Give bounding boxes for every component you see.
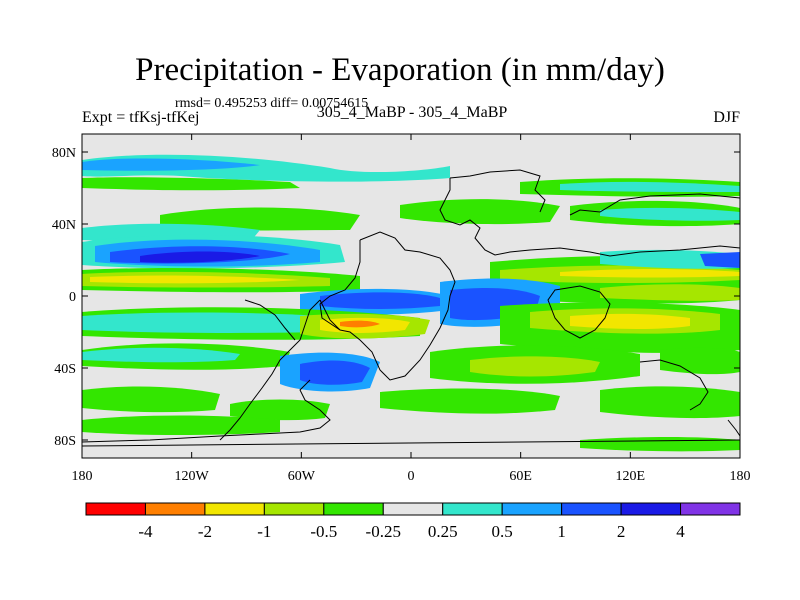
season-label: DJF (713, 109, 740, 126)
colorbar-label: -2 (198, 522, 212, 541)
colorbar-swatch (680, 502, 741, 516)
colorbar-swatch (561, 502, 622, 516)
experiment-label: Expt = tfKsj-tfKej (82, 109, 200, 126)
x-tick-label: 120W (175, 469, 210, 484)
x-tick-label: 180 (72, 469, 93, 484)
colorbar-swatch (144, 502, 206, 516)
colorbar-swatch (442, 502, 503, 516)
chart-title: Precipitation - Evaporation (in mm/day) (135, 52, 665, 88)
colorbar-label: 0.25 (428, 522, 458, 541)
colorbar-swatch (620, 502, 682, 516)
colorbar-label: -4 (138, 522, 153, 541)
y-tick-label: 40S (54, 362, 76, 377)
colorbar: -4 -2 -1 -0.5 -0.25 0.25 0.5 1 2 4 (85, 502, 741, 541)
coastlines (82, 169, 740, 447)
colorbar-label: -0.25 (366, 522, 401, 541)
x-tick-label: 180 (730, 469, 751, 484)
x-tick-label: 120E (616, 469, 646, 484)
colorbar-label: 0.5 (492, 522, 513, 541)
colorbar-swatch (263, 502, 325, 516)
colorbar-swatch (382, 502, 444, 516)
y-axis: 80N 40N 0 40S 80S (52, 146, 740, 449)
y-tick-label: 80N (52, 146, 76, 161)
x-tick-label: 60W (288, 469, 316, 484)
colorbar-swatch (85, 502, 146, 516)
map-plot-area (82, 134, 740, 458)
x-tick-label: 0 (408, 469, 415, 484)
x-axis: 180 120W 60W 0 60E 120E 180 (72, 134, 751, 484)
y-tick-label: 40N (52, 218, 76, 233)
colorbar-label: -1 (257, 522, 271, 541)
colorbar-label: 4 (676, 522, 685, 541)
y-tick-label: 0 (69, 290, 76, 305)
colorbar-swatch (323, 502, 384, 516)
precip-contours (82, 154, 740, 458)
colorbar-label: -0.5 (310, 522, 337, 541)
chart-subtitle: rmsd= 0.495253 diff= 0.00754615 (175, 96, 369, 111)
colorbar-label: 2 (617, 522, 626, 541)
y-tick-label: 80S (54, 434, 76, 449)
colorbar-swatch (501, 502, 563, 516)
colorbar-label: 1 (557, 522, 566, 541)
x-tick-label: 60E (509, 469, 532, 484)
colorbar-swatch (204, 502, 265, 516)
case-label: 305_4_MaBP - 305_4_MaBP (316, 104, 508, 121)
